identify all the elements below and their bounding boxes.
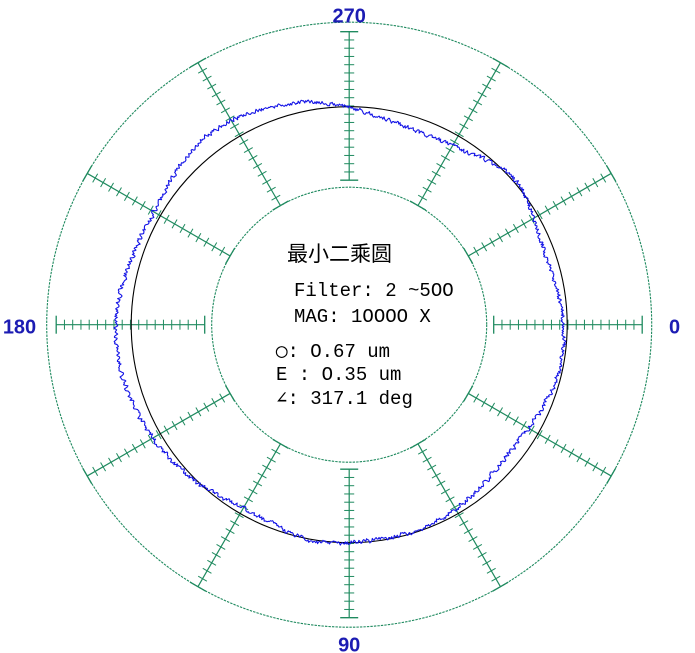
svg-text:MAG: 1OOOO X: MAG: 1OOOO X: [294, 306, 431, 328]
svg-text:180: 180: [3, 317, 36, 339]
svg-text:90: 90: [338, 635, 360, 653]
svg-text:Filter: 2 ~5OO: Filter: 2 ~5OO: [294, 280, 454, 302]
svg-text:◯: O.67 um: ◯: O.67 um: [275, 341, 390, 363]
svg-text:最小二乘圆: 最小二乘圆: [287, 243, 392, 266]
svg-text:∠: 317.1 deg: ∠: 317.1 deg: [276, 388, 413, 410]
svg-text:0: 0: [669, 317, 680, 339]
svg-text:270: 270: [333, 6, 366, 28]
svg-text:E : O.35 um: E : O.35 um: [276, 364, 401, 386]
